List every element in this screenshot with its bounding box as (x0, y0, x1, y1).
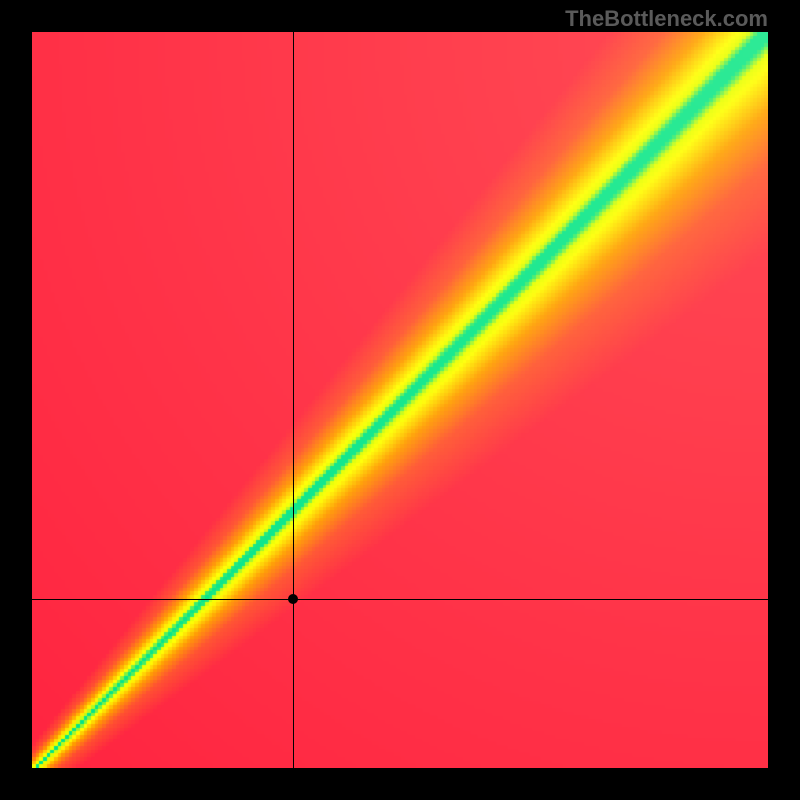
heatmap-canvas (32, 32, 768, 768)
heatmap-plot (32, 32, 768, 768)
watermark-text: TheBottleneck.com (565, 6, 768, 32)
